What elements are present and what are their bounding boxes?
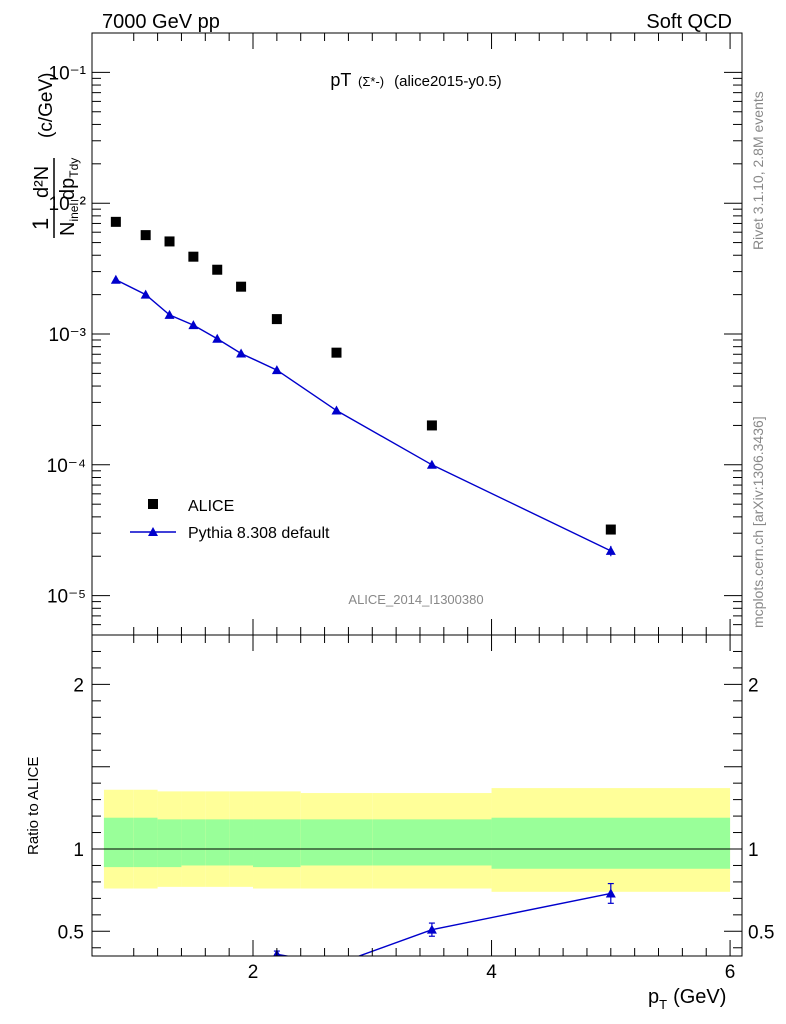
axis-ticks	[92, 32, 742, 956]
band-inner-segment	[372, 819, 492, 866]
mc-point	[426, 459, 437, 469]
main-panel-frame	[91, 32, 743, 636]
ratio-y-tick-label: 2	[73, 675, 84, 696]
legend-data-label: ALICE	[188, 498, 234, 515]
ratio-y-tick-label-right: 2	[748, 675, 759, 696]
header-left: 7000 GeV pp	[102, 11, 220, 33]
band-inner-segment	[229, 819, 254, 866]
uncertainty-bands	[103, 788, 731, 892]
data-point	[212, 264, 223, 275]
x-axis-label: pT (GeV)	[648, 986, 726, 1012]
legend-data-marker	[148, 499, 158, 509]
ratio-mc-line	[276, 892, 611, 956]
y-axis-label-main: 1 Ninel d²N dpTdy (c/GeV)	[28, 73, 81, 238]
mc-point	[212, 333, 223, 343]
main-panel-content	[110, 216, 616, 557]
ratio-y-tick-label-right: 1	[748, 840, 759, 861]
plot-title-particle: (Σ*-)	[358, 74, 384, 89]
plot-title: pT (Σ*-) (alice2015-y0.5)	[330, 70, 501, 90]
ratio-panel-content	[92, 848, 742, 968]
ratio-mc-point	[605, 888, 616, 898]
mcplots-label: mcplots.cern.ch [arXiv:1306.3436]	[750, 416, 766, 628]
ratio-mc-point	[331, 959, 341, 968]
data-point	[236, 281, 247, 292]
legend-mc-label: Pythia 8.308 default	[188, 525, 330, 542]
mc-series-line	[115, 279, 612, 552]
mc-point	[164, 309, 175, 319]
band-inner-segment	[205, 819, 230, 866]
data-point	[110, 216, 121, 227]
data-point	[164, 236, 175, 247]
legend: ALICE Pythia 8.308 default	[130, 498, 330, 542]
mc-point	[140, 289, 151, 299]
y-tick-label: 10⁻⁴	[47, 456, 86, 477]
legend-mc-marker	[148, 527, 158, 536]
y-axis-label-ratio: Ratio to ALICE	[25, 757, 42, 855]
y-tick-label: 10⁻⁵	[47, 587, 86, 608]
mc-point	[110, 274, 121, 284]
plot-title-suffix: (alice2015-y0.5)	[394, 73, 502, 90]
ratio-y-tick-label: 0.5	[58, 922, 84, 943]
analysis-watermark: ALICE_2014_I1300380	[348, 592, 483, 607]
band-inner-segment	[157, 819, 182, 868]
plot-title-main: pT	[330, 70, 351, 90]
x-tick-label: 4	[486, 962, 497, 983]
data-point	[426, 420, 437, 431]
rivet-label: Rivet 3.1.10, 2.8M events	[750, 91, 766, 250]
mc-point	[188, 320, 199, 330]
ratio-y-tick-label: 1	[73, 840, 84, 861]
y-label-prefix: 1	[28, 218, 53, 230]
axis-tick-labels: 10⁻⁵ 10⁻⁴ 10⁻³ 10⁻² 10⁻¹ 0.5 0.5 1 1 2 2 2 4 6	[47, 63, 775, 983]
band-inner-segment	[491, 817, 731, 869]
data-point	[331, 347, 342, 358]
data-point	[188, 251, 199, 262]
y-label-deriv-num: d²N	[31, 166, 53, 198]
mc-point	[236, 348, 247, 358]
data-point	[140, 230, 151, 241]
y-label-deriv-den: dpTdy	[57, 158, 81, 200]
y-tick-label: 10⁻¹	[49, 63, 87, 84]
data-point	[271, 314, 282, 325]
y-tick-label: 10⁻³	[49, 325, 87, 346]
band-inner-segment	[133, 817, 158, 868]
mc-point	[331, 405, 342, 415]
ratio-mc-point	[426, 924, 437, 934]
x-tick-label: 6	[725, 962, 736, 983]
mc-point	[605, 545, 616, 555]
band-inner-segment	[253, 819, 301, 868]
ratio-panel-frame	[91, 634, 743, 957]
band-inner-segment	[181, 819, 206, 866]
y-label-frac-den: Ninel	[57, 203, 81, 236]
header-right: Soft QCD	[646, 11, 732, 33]
mc-point	[271, 365, 282, 375]
y-tick-label: 10⁻²	[49, 194, 87, 215]
band-inner-segment	[103, 817, 134, 868]
band-inner-segment	[300, 819, 373, 866]
data-point	[605, 524, 616, 535]
x-tick-label: 2	[248, 962, 259, 983]
y-label-units: (c/GeV)	[36, 73, 57, 138]
ratio-y-tick-label-right: 0.5	[748, 922, 774, 943]
